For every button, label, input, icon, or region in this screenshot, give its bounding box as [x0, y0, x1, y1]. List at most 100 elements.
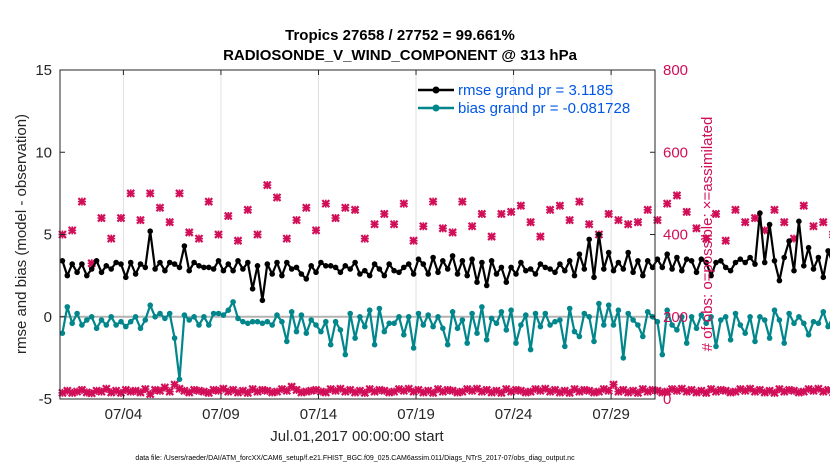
rmse-point: [718, 258, 724, 264]
obs-possible-marker: [389, 219, 399, 229]
bias-point: [581, 310, 588, 317]
bias-point: [88, 314, 95, 320]
bias-point: [552, 318, 558, 325]
x-tick-label: 07/09: [202, 406, 240, 423]
bias-point: [801, 320, 807, 327]
bias-point: [737, 322, 744, 328]
obs-possible-marker: [604, 209, 613, 219]
rmse-point: [386, 261, 393, 267]
rmse-point: [503, 279, 510, 286]
bias-point: [352, 335, 358, 341]
bias-point: [483, 337, 490, 343]
bias-point: [206, 322, 212, 328]
rmse-point: [84, 272, 90, 279]
right-y-tick-label: 400: [663, 227, 688, 244]
bias-point: [79, 322, 85, 328]
right-y-axis-ticks: 0 200 400 600 800: [650, 62, 688, 408]
obs-possible-marker: [106, 234, 116, 243]
bias-point: [171, 335, 178, 341]
obs-possible-marker: [555, 201, 565, 210]
bias-point: [435, 314, 441, 320]
left-y-tick-label: 15: [35, 62, 52, 79]
rmse-point: [479, 259, 485, 266]
bias-point: [440, 325, 446, 332]
bias-point: [176, 376, 183, 383]
bias-point: [401, 332, 407, 338]
rmse-point: [366, 272, 373, 279]
rmse-point: [732, 259, 739, 266]
rmse-point: [620, 266, 627, 272]
bias-point: [562, 343, 568, 350]
rmse-point: [176, 264, 183, 271]
bias-point: [293, 328, 300, 335]
obs-possible-marker: [77, 197, 87, 206]
bias-point: [113, 322, 119, 328]
rmse-point: [127, 259, 134, 266]
rmse-point: [766, 221, 773, 228]
bias-point: [825, 323, 830, 330]
bias-point: [137, 325, 144, 332]
bias-point: [771, 307, 778, 314]
bias-point: [166, 310, 173, 317]
rmse-point: [498, 264, 505, 271]
bias-point: [269, 322, 276, 328]
left-y-tick-label: 10: [35, 144, 52, 161]
obs-possible-marker: [262, 180, 272, 190]
rmse-point: [708, 272, 714, 279]
bias-point: [220, 312, 227, 318]
obs-possible-marker: [477, 209, 487, 219]
rmse-point: [679, 267, 685, 274]
bias-point: [127, 318, 134, 325]
bias-point: [249, 318, 256, 325]
rmse-point: [435, 269, 441, 276]
rmse-point: [396, 269, 402, 276]
rmse-point: [425, 271, 432, 277]
bias-point: [781, 340, 787, 346]
obs-possible-marker: [380, 209, 389, 219]
bias-point: [527, 346, 534, 353]
rmse-point: [381, 272, 388, 279]
rmse-point: [703, 259, 709, 266]
rmse-point: [181, 243, 188, 249]
obs-possible-marker: [282, 234, 292, 243]
obs-assimilated-marker: [165, 387, 175, 396]
rmse-point: [757, 210, 763, 216]
bias-point: [196, 322, 202, 328]
rmse-point: [293, 264, 300, 271]
bias-point: [157, 310, 163, 317]
bias-point: [74, 310, 80, 317]
obs-possible-marker: [682, 207, 691, 217]
bias-point: [337, 327, 344, 333]
rmse-point: [303, 276, 310, 282]
obs-possible-marker: [458, 197, 467, 206]
bias-point: [503, 327, 510, 333]
bias-point: [820, 309, 827, 315]
bias-point: [186, 317, 192, 323]
left-y-axis-label: rmse and bias (model - observation): [13, 114, 30, 354]
obs-possible-marker: [545, 205, 555, 215]
obs-possible-marker: [116, 213, 126, 223]
rmse-point: [688, 258, 695, 264]
bias-point: [508, 307, 514, 314]
obs-possible-marker: [731, 205, 740, 215]
bias-point: [752, 338, 758, 345]
rmse-point: [571, 272, 578, 279]
bias-point: [132, 314, 139, 320]
obs-possible-marker: [467, 221, 477, 231]
bias-point: [381, 328, 388, 335]
rmse-point: [605, 249, 612, 256]
bias-point: [444, 341, 451, 348]
bias-point: [586, 314, 592, 320]
obs-possible-marker: [126, 189, 135, 198]
obs-possible-marker: [643, 205, 652, 215]
bias-point: [523, 312, 529, 318]
obs-possible-marker: [341, 203, 350, 213]
x-tick-label: 07/29: [592, 406, 630, 423]
chart-title-line1: Tropics 27658 / 27752 = 99.661%: [285, 27, 515, 44]
rmse-point: [776, 277, 783, 284]
bias-point: [688, 314, 695, 320]
rmse-point: [430, 254, 436, 261]
bias-point: [371, 341, 378, 348]
obs-possible-marker: [67, 226, 77, 235]
